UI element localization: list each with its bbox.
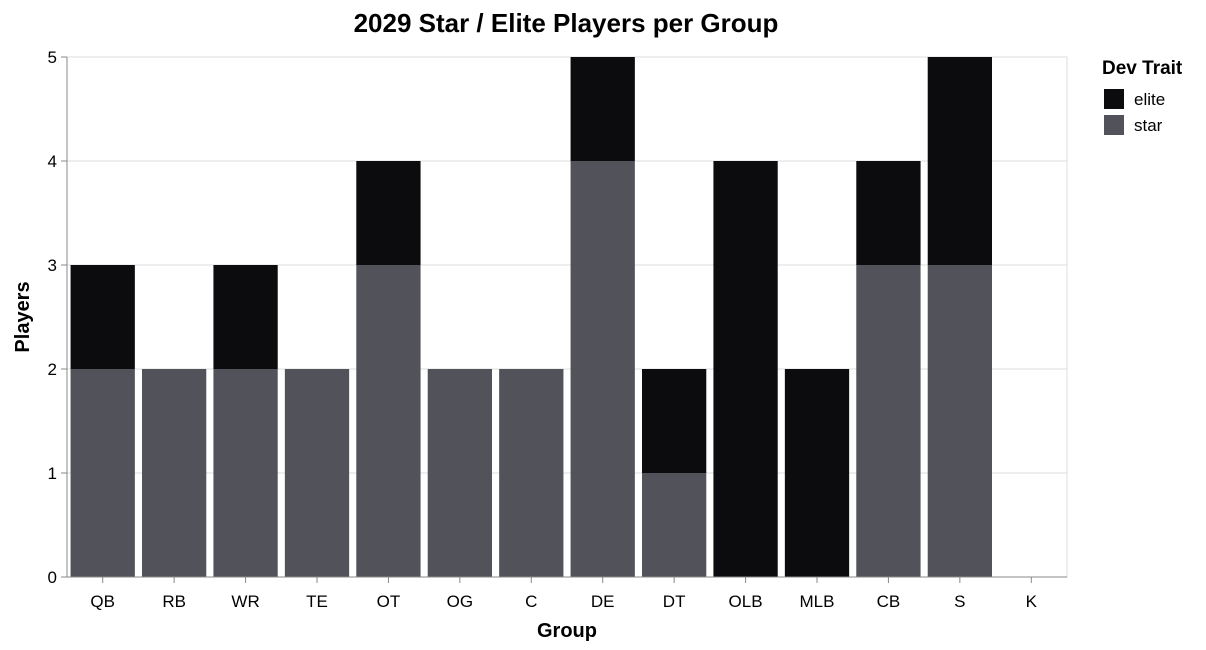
bar-star-ot: [356, 265, 421, 577]
y-axis-title: Players: [12, 281, 34, 352]
bar-star-c: [499, 369, 564, 577]
bars: [70, 57, 992, 577]
x-tick-label: RB: [162, 592, 186, 611]
x-tick-label: OLB: [729, 592, 763, 611]
bar-elite-s: [927, 57, 992, 265]
x-tick-label: QB: [90, 592, 115, 611]
bar-star-qb: [70, 369, 135, 577]
bar-star-de: [570, 161, 635, 577]
legend-swatch-elite: [1104, 89, 1124, 109]
legend-label-star: star: [1134, 116, 1163, 135]
y-tick-label: 4: [48, 152, 57, 171]
bar-star-og: [427, 369, 492, 577]
x-tick-label: OT: [377, 592, 401, 611]
legend-swatch-star: [1104, 115, 1124, 135]
x-axis-title: Group: [537, 620, 597, 642]
legend-title: Dev Trait: [1102, 58, 1183, 79]
x-tick-label: WR: [231, 592, 259, 611]
bar-elite-qb: [70, 265, 135, 369]
bar-elite-mlb: [784, 369, 850, 577]
y-tick-label: 0: [48, 568, 57, 587]
x-tick-label: OG: [447, 592, 473, 611]
bar-star-dt: [642, 473, 707, 577]
y-tick-label: 2: [48, 360, 57, 379]
bar-star-s: [927, 265, 992, 577]
bar-star-wr: [213, 369, 278, 577]
bar-elite-cb: [856, 161, 921, 265]
x-tick-label: C: [525, 592, 537, 611]
bar-star-cb: [856, 265, 921, 577]
y-axis: 0 1 2 3 4 5: [48, 48, 68, 587]
bar-elite-de: [570, 57, 635, 161]
x-tick-label: MLB: [800, 592, 835, 611]
bar-star-te: [284, 369, 350, 577]
y-tick-label: 5: [48, 48, 57, 67]
bar-elite-olb: [713, 161, 778, 577]
y-tick-label: 1: [48, 464, 57, 483]
chart-title: 2029 Star / Elite Players per Group: [354, 8, 779, 38]
x-axis: QB RB WR TE OT OG C DE DT OLB MLB CB S K: [67, 576, 1067, 611]
x-tick-label: TE: [306, 592, 328, 611]
x-tick-label: K: [1026, 592, 1038, 611]
x-tick-label: DT: [663, 592, 686, 611]
y-tick-label: 3: [48, 256, 57, 275]
x-tick-label: S: [954, 592, 965, 611]
bar-elite-dt: [642, 369, 707, 473]
bar-elite-ot: [356, 161, 421, 265]
x-tick-label: DE: [591, 592, 615, 611]
x-tick-label: CB: [877, 592, 901, 611]
legend: Dev Trait elite star: [1102, 58, 1183, 135]
bar-star-rb: [142, 369, 207, 577]
bar-elite-wr: [213, 265, 278, 369]
legend-label-elite: elite: [1134, 90, 1165, 109]
